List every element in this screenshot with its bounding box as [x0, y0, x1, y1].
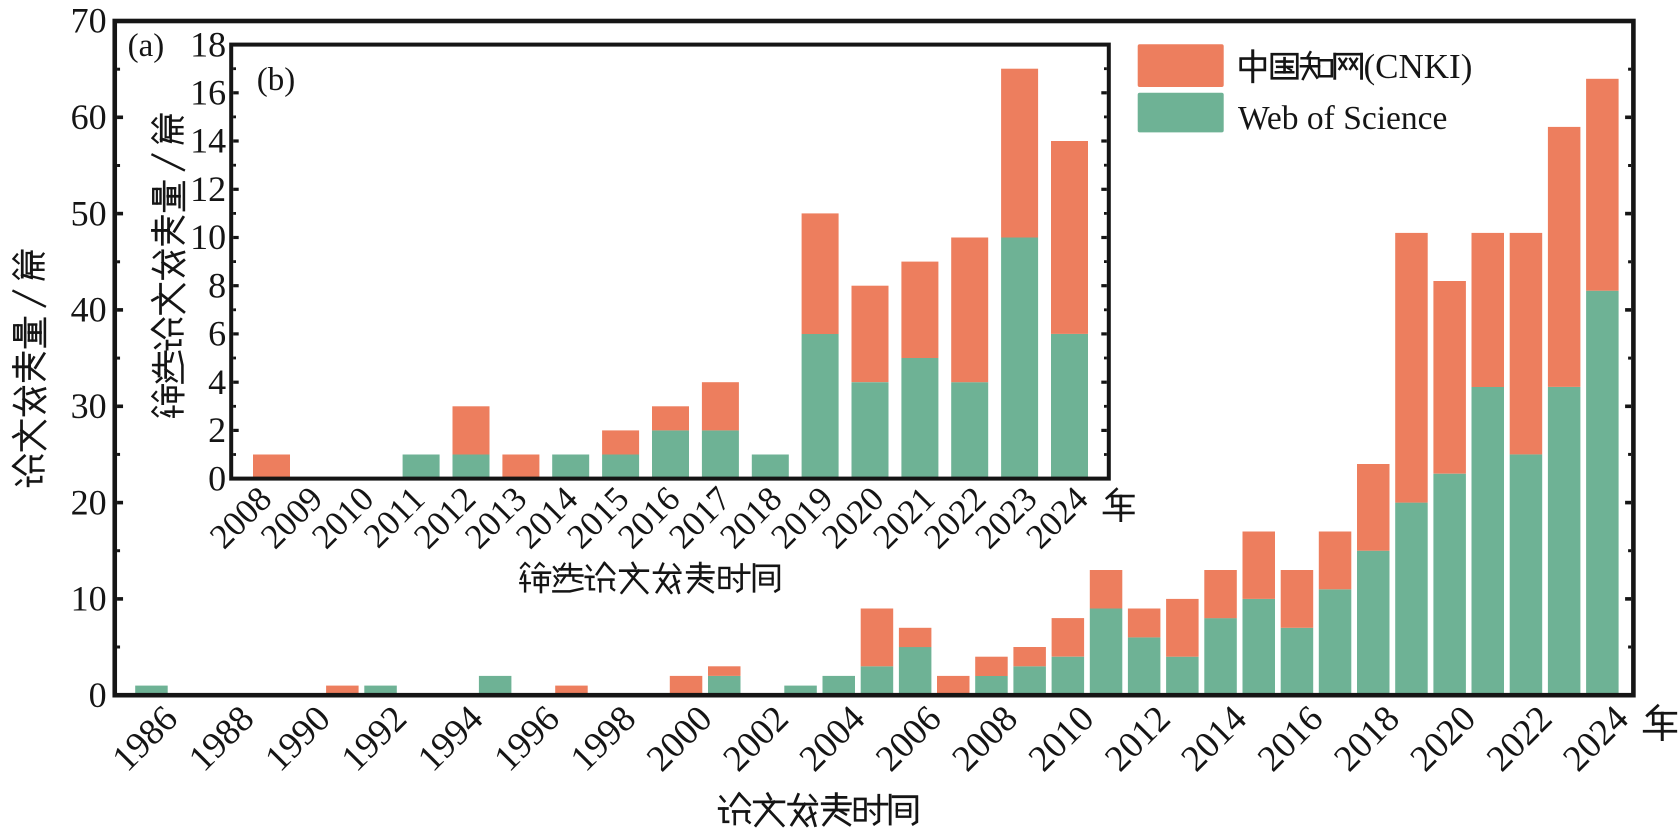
- svg-text:(CNKI): (CNKI): [1364, 47, 1473, 86]
- svg-text:Web of Science: Web of Science: [1238, 100, 1447, 137]
- svg-text:(b): (b): [257, 62, 295, 98]
- svg-text:70: 70: [71, 1, 107, 41]
- svg-text:0: 0: [89, 675, 107, 715]
- svg-text:0: 0: [208, 458, 226, 498]
- svg-text:18: 18: [190, 24, 226, 64]
- svg-text:6: 6: [208, 314, 226, 354]
- svg-text:10: 10: [71, 579, 107, 619]
- svg-text:20: 20: [71, 482, 107, 522]
- svg-text:4: 4: [208, 362, 226, 402]
- svg-text:40: 40: [71, 290, 107, 330]
- svg-text:50: 50: [71, 193, 107, 233]
- svg-text:12: 12: [190, 169, 226, 209]
- svg-text:8: 8: [208, 265, 226, 305]
- svg-text:10: 10: [190, 217, 226, 257]
- svg-text:60: 60: [71, 97, 107, 137]
- svg-text:2: 2: [208, 410, 226, 450]
- svg-text:30: 30: [71, 386, 107, 426]
- svg-text:(a): (a): [128, 28, 165, 64]
- svg-text:16: 16: [190, 73, 226, 113]
- svg-text:14: 14: [190, 121, 226, 161]
